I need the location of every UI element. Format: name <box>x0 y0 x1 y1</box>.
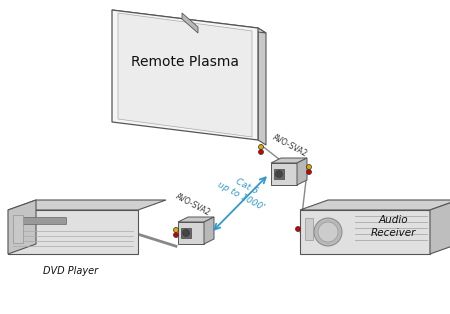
Polygon shape <box>300 200 450 210</box>
Polygon shape <box>271 158 307 163</box>
Text: DVD Player: DVD Player <box>43 266 98 276</box>
Circle shape <box>318 222 338 242</box>
Bar <box>305 218 313 240</box>
Bar <box>274 169 284 179</box>
Text: Remote Plasma: Remote Plasma <box>131 55 239 69</box>
Text: Cat 5
up to 1000': Cat 5 up to 1000' <box>216 171 271 213</box>
Circle shape <box>275 171 283 177</box>
Polygon shape <box>271 163 297 185</box>
Polygon shape <box>182 13 198 33</box>
Circle shape <box>314 218 342 246</box>
Circle shape <box>258 149 264 154</box>
Polygon shape <box>112 10 266 33</box>
Text: AVO-SVA2: AVO-SVA2 <box>271 133 309 159</box>
FancyBboxPatch shape <box>15 218 67 225</box>
Bar <box>13 215 23 243</box>
Circle shape <box>174 232 179 237</box>
Polygon shape <box>300 210 430 254</box>
Circle shape <box>174 228 179 232</box>
Polygon shape <box>430 200 450 254</box>
Polygon shape <box>8 210 138 254</box>
Bar <box>181 228 191 238</box>
Polygon shape <box>178 222 204 244</box>
Polygon shape <box>8 200 166 210</box>
Circle shape <box>258 144 264 149</box>
Circle shape <box>306 165 311 170</box>
Polygon shape <box>112 10 258 140</box>
Circle shape <box>306 170 311 175</box>
Circle shape <box>296 226 301 231</box>
Polygon shape <box>178 217 214 222</box>
Polygon shape <box>118 13 252 137</box>
Circle shape <box>183 230 189 236</box>
Text: Audio
Receiver: Audio Receiver <box>371 215 416 238</box>
Polygon shape <box>8 200 36 254</box>
Polygon shape <box>204 217 214 244</box>
Text: AVO-SVA2: AVO-SVA2 <box>174 192 212 218</box>
Polygon shape <box>258 28 266 145</box>
Polygon shape <box>297 158 307 185</box>
